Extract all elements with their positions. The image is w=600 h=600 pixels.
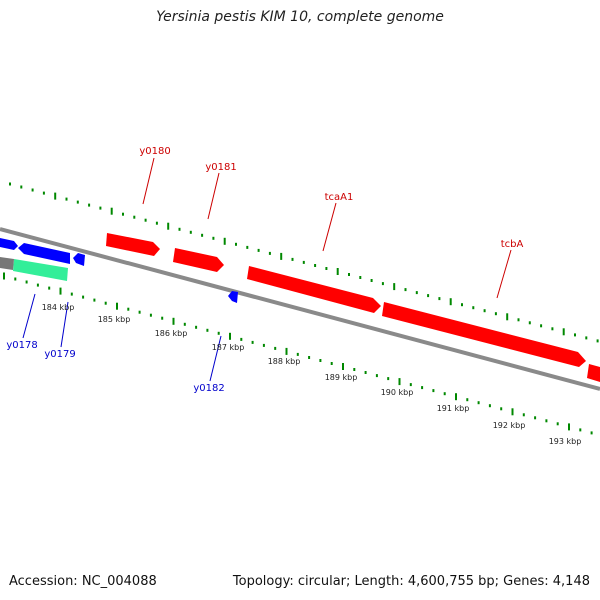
gene-rna[interactable] — [13, 259, 68, 281]
scale-tick-track — [3, 272, 593, 435]
gene-y0179[interactable] — [73, 253, 85, 266]
forward-genes — [106, 233, 600, 382]
scale-label: 187 kbp — [212, 343, 245, 352]
gene-y0182[interactable] — [228, 291, 238, 303]
label-y0178[interactable]: y0178 — [6, 340, 37, 351]
map-title: Yersinia pestis KIM 10, complete genome — [156, 9, 444, 25]
gene-y0177[interactable] — [0, 238, 18, 250]
label-y0182[interactable]: y0182 — [193, 383, 224, 394]
scale-label: 190 kbp — [381, 388, 414, 397]
gene-y0181[interactable] — [173, 248, 224, 272]
reverse-label-leaders — [22, 293, 222, 382]
genome-summary-text: Topology: circular; Length: 4,600,755 bp… — [232, 574, 590, 589]
forward-gene-labels: y0180 y0181 tcaA1 tcbA — [139, 146, 523, 250]
gene-next[interactable] — [587, 364, 600, 382]
reverse-gene-labels: y0178 y0179 y0182 — [6, 340, 224, 394]
scale-label: 191 kbp — [437, 404, 470, 413]
accession-text: Accession: NC_004088 — [9, 574, 157, 589]
label-y0179[interactable]: y0179 — [44, 349, 75, 360]
scale-label: 186 kbp — [155, 329, 188, 338]
forward-label-leaders — [142, 157, 512, 299]
label-y0181[interactable]: y0181 — [205, 162, 236, 173]
reverse-genes — [0, 238, 238, 303]
scale-label: 189 kbp — [325, 373, 358, 382]
scale-label: 188 kbp — [268, 357, 301, 366]
forward-tick-track — [9, 182, 599, 343]
label-tcbA[interactable]: tcbA — [501, 239, 524, 250]
scale-label: 192 kbp — [493, 421, 526, 430]
label-y0180[interactable]: y0180 — [139, 146, 170, 157]
scale-label: 185 kbp — [98, 315, 131, 324]
scale-label: 184 kbp — [42, 303, 75, 312]
gene-y0180[interactable] — [106, 233, 160, 256]
gene-y0178[interactable] — [18, 243, 70, 264]
scale-labels: 184 kbp 185 kbp 186 kbp 187 kbp 188 kbp … — [42, 303, 582, 446]
scale-label: 193 kbp — [549, 437, 582, 446]
genome-backbone — [0, 227, 600, 391]
label-tcaA1[interactable]: tcaA1 — [325, 192, 354, 203]
gene-grey[interactable] — [0, 257, 14, 270]
gene-tcaA1[interactable] — [247, 266, 381, 313]
gene-tcbA[interactable] — [382, 302, 586, 367]
